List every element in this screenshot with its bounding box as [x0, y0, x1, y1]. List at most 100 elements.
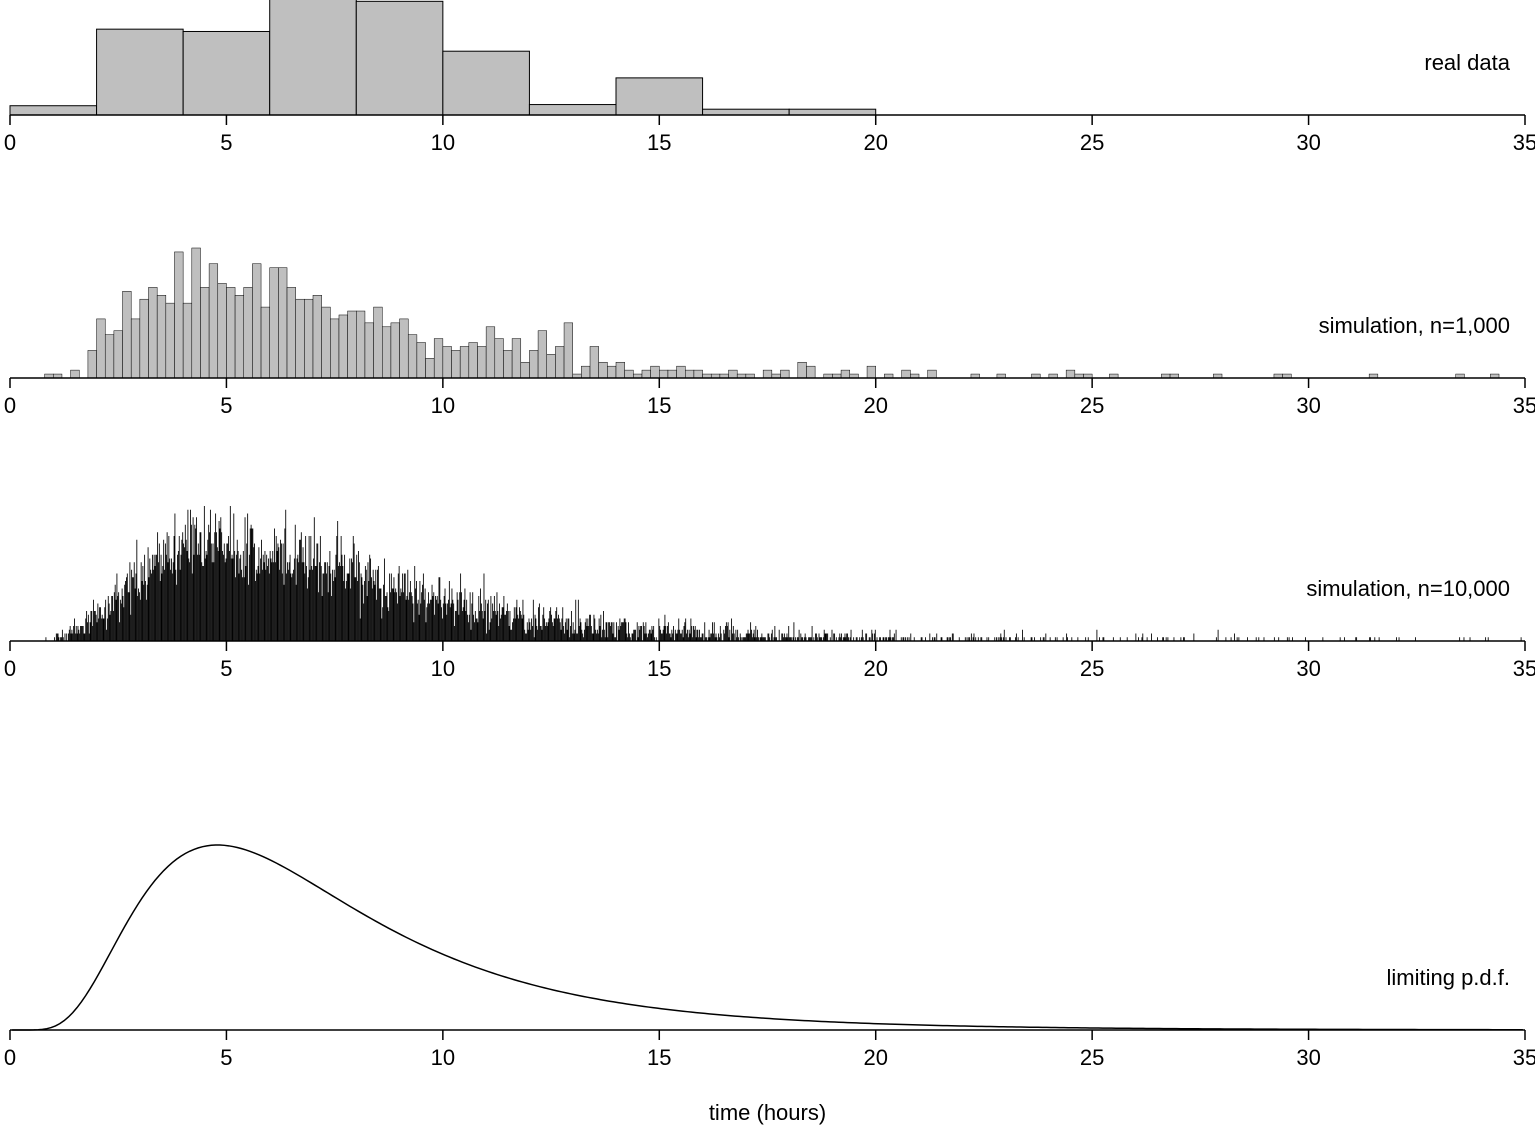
simulation-10000-bar: [266, 555, 267, 641]
simulation-10000-bar: [710, 634, 711, 642]
simulation-10000-bar: [330, 574, 331, 642]
simulation-10000-bar: [272, 551, 273, 641]
simulation-10000-bar: [143, 585, 144, 641]
simulation-10000-bar: [516, 600, 517, 641]
simulation-1000-bar: [270, 268, 279, 378]
simulation-10000-bar: [626, 622, 627, 641]
simulation-10000-bar: [104, 607, 105, 641]
simulation-10000-bar: [220, 517, 221, 641]
simulation-10000-bar: [406, 600, 407, 641]
simulation-10000-bar: [295, 525, 296, 641]
simulation-10000-bar: [1193, 634, 1194, 642]
simulation-10000-bar: [542, 630, 543, 641]
simulation-1000-axis: 05101520253035: [4, 378, 1535, 418]
simulation-10000-bar: [309, 536, 310, 641]
simulation-10000-bar: [594, 619, 595, 642]
simulation-10000-bar: [544, 619, 545, 642]
simulation-10000-bar: [316, 544, 317, 642]
simulation-10000-bar: [260, 559, 261, 642]
simulation-10000-bar: [589, 615, 590, 641]
simulation-10000-bar: [98, 619, 99, 642]
simulation-10000-bar: [697, 630, 698, 641]
simulation-10000-bar: [388, 611, 389, 641]
simulation-10000-bar: [323, 574, 324, 642]
simulation-10000-bar: [640, 626, 641, 641]
simulation-10000-bar: [457, 592, 458, 641]
simulation-10000-bar: [73, 626, 74, 641]
simulation-10000-bar: [97, 622, 98, 641]
simulation-10000-bar: [781, 634, 782, 642]
simulation-10000-tick-label: 20: [863, 656, 887, 681]
real-data-bar: [97, 29, 184, 115]
simulation-10000-bar: [494, 596, 495, 641]
simulation-10000-bar: [542, 615, 543, 641]
simulation-1000-bar: [581, 366, 590, 378]
simulation-10000-bar: [258, 547, 259, 641]
simulation-10000-bar: [286, 574, 287, 642]
simulation-10000-bar: [731, 619, 732, 642]
simulation-10000-bar: [348, 574, 349, 642]
simulation-10000-bar: [629, 634, 630, 642]
simulation-10000-bar: [217, 547, 218, 641]
simulation-10000-bar: [382, 607, 383, 641]
simulation-10000-bar: [91, 611, 92, 641]
simulation-10000-bar: [304, 574, 305, 642]
simulation-10000-bar: [215, 514, 216, 642]
real-data-tick-label: 15: [647, 130, 671, 155]
simulation-10000-bar: [109, 604, 110, 642]
simulation-10000-bar: [508, 611, 509, 641]
simulation-10000-bar: [826, 634, 827, 642]
simulation-10000-bar: [110, 615, 111, 641]
simulation-10000-bar: [357, 581, 358, 641]
simulation-10000-bar: [548, 619, 549, 642]
simulation-10000-bar: [200, 532, 201, 641]
simulation-10000-bar: [207, 555, 208, 641]
simulation-10000-bar: [847, 634, 848, 642]
simulation-10000-bar: [91, 611, 92, 641]
simulation-10000-bar: [136, 574, 137, 642]
simulation-10000-bar: [540, 626, 541, 641]
simulation-10000-bar: [167, 532, 168, 641]
simulation-10000-bar: [645, 622, 646, 641]
simulation-10000-bar: [470, 592, 471, 641]
simulation-10000-bar: [677, 630, 678, 641]
simulation-10000-bar: [661, 634, 662, 642]
simulation-10000-bar: [547, 626, 548, 641]
simulation-10000-bar: [125, 581, 126, 641]
simulation-10000-bar: [571, 611, 572, 641]
simulation-10000-bar: [628, 622, 629, 641]
simulation-1000-tick-label: 30: [1296, 393, 1320, 418]
simulation-1000-bar: [105, 335, 114, 378]
simulation-1000-bar: [339, 315, 348, 378]
simulation-10000-bar: [772, 630, 773, 641]
simulation-1000-bar: [547, 354, 556, 378]
simulation-10000-bar: [364, 581, 365, 641]
simulation-10000-bar: [414, 566, 415, 641]
simulation-10000-bar: [361, 577, 362, 641]
simulation-10000-bar: [299, 540, 300, 641]
simulation-1000-bar: [625, 370, 634, 378]
simulation-10000-bar: [210, 510, 211, 641]
simulation-10000-bar: [600, 626, 601, 641]
simulation-10000-bar: [354, 544, 355, 642]
simulation-10000-bar: [207, 540, 208, 641]
simulation-10000-bar: [502, 607, 503, 641]
simulation-10000-bar: [687, 630, 688, 641]
simulation-1000-bar: [495, 339, 504, 378]
simulation-10000-bar: [606, 622, 607, 641]
simulation-10000-bar: [677, 634, 678, 642]
simulation-10000-bar: [355, 577, 356, 641]
simulation-10000-bar: [256, 570, 257, 641]
simulation-10000-bar: [635, 630, 636, 641]
simulation-10000-bar: [245, 517, 246, 641]
simulation-10000-bar: [305, 536, 306, 641]
simulation-10000-bar: [670, 634, 671, 642]
simulation-10000-bar: [503, 607, 504, 641]
simulation-10000-bar: [971, 634, 972, 642]
simulation-10000-bar: [584, 630, 585, 641]
simulation-10000-bar: [610, 626, 611, 641]
simulation-10000-bar: [621, 622, 622, 641]
simulation-10000-bar: [88, 615, 89, 641]
simulation-10000-bar: [684, 626, 685, 641]
simulation-10000-bar: [832, 630, 833, 641]
